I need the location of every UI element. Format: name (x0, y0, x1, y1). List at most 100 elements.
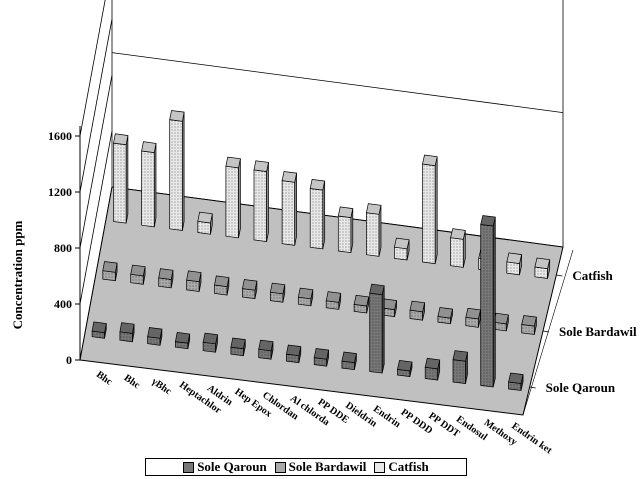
bar (369, 283, 385, 374)
bar (186, 270, 202, 292)
bar-top (424, 357, 441, 370)
bar (281, 171, 298, 246)
bar (197, 211, 213, 235)
bar (174, 332, 191, 350)
bar-top (158, 268, 174, 280)
bar (393, 237, 410, 261)
bar (119, 322, 135, 343)
bar (214, 275, 230, 296)
bar-top (309, 179, 326, 191)
bar (424, 357, 441, 381)
bar-side (125, 135, 129, 224)
bar (452, 350, 468, 384)
bar-top (341, 351, 357, 363)
bar-top (147, 327, 163, 339)
y-axis-title: Concentration ppm (10, 220, 25, 329)
bar-top (452, 350, 468, 362)
bar-top (253, 160, 269, 172)
series-tick (542, 330, 550, 333)
bar (258, 339, 274, 360)
bar (365, 203, 382, 257)
bar (465, 307, 481, 328)
bar-front (452, 359, 466, 384)
bar (396, 360, 413, 377)
y-tick-label: 1600 (48, 129, 72, 143)
category-label: γBhc (149, 375, 174, 397)
bar-top (174, 332, 191, 344)
bar-top (365, 203, 382, 215)
bar-side (322, 181, 326, 249)
y-axis: 0 400 800 1200 1600 (48, 129, 80, 367)
bar-top (269, 282, 286, 295)
legend-swatch (183, 461, 195, 473)
bar (158, 268, 174, 289)
bar-side (381, 285, 385, 374)
bar-top (493, 312, 509, 325)
y-tick-label: 400 (54, 297, 72, 311)
legend-swatch (374, 461, 386, 473)
bar (241, 279, 258, 299)
legend-label: Catfish (388, 459, 429, 474)
bar (508, 372, 524, 391)
bar-top (313, 348, 330, 360)
bar-front (450, 237, 464, 268)
bar (381, 298, 398, 317)
bar-top (465, 307, 481, 320)
legend: Sole Qaroun Sole Bardawil Catfish (145, 458, 467, 476)
bar (253, 160, 269, 243)
y-gridline (79, 18, 113, 193)
legend-item: Sole Bardawil (274, 459, 367, 475)
bar-top (521, 315, 537, 327)
bar-top (130, 264, 146, 277)
bar-front (113, 142, 127, 224)
y-gridline (79, 74, 113, 249)
bar (225, 156, 241, 239)
bar-front (169, 119, 183, 231)
bar-top (422, 154, 438, 167)
bar-top (281, 171, 298, 183)
bar-top (396, 360, 413, 372)
bar-top (409, 300, 426, 313)
bar-top (214, 275, 230, 288)
category-label: Endrin (371, 404, 403, 431)
floor-plane (79, 186, 564, 416)
bar-top (186, 270, 202, 283)
bar-side (294, 173, 297, 246)
series-tick (556, 274, 563, 277)
bar (480, 215, 496, 388)
bar-top (506, 252, 523, 264)
bar (269, 282, 286, 303)
bar (102, 261, 118, 282)
bar (450, 228, 466, 268)
bar-top (202, 332, 218, 345)
bar-top (119, 322, 135, 334)
legend-label: Sole Bardawil (288, 459, 367, 474)
bar-top (169, 110, 185, 122)
bar-side (238, 158, 241, 238)
bar-top (508, 372, 524, 384)
bar (285, 344, 302, 364)
bar-front (225, 165, 239, 239)
bar-front (197, 220, 211, 235)
bar (341, 351, 357, 370)
chart-floor (79, 186, 574, 416)
y-tick-label: 0 (66, 353, 72, 367)
bar-front (309, 188, 324, 250)
bar-front (366, 212, 380, 257)
bar (230, 337, 246, 357)
series-labels: Sole Qaroun Sole Bardawil Catfish (529, 268, 637, 395)
bar (202, 332, 218, 353)
series-label: Sole Bardawil (559, 324, 637, 339)
bar-top (534, 257, 551, 270)
legend-label: Sole Qaroun (197, 459, 267, 474)
series-label: Sole Qaroun (546, 380, 616, 395)
bar-top (258, 339, 274, 352)
bar-front (506, 261, 520, 276)
bar-top (91, 321, 107, 334)
legend-item: Sole Qaroun (183, 459, 267, 475)
y-tick-label: 800 (54, 241, 72, 255)
bar-top (297, 287, 314, 300)
bar-top (113, 133, 129, 146)
bar-top (393, 237, 410, 250)
